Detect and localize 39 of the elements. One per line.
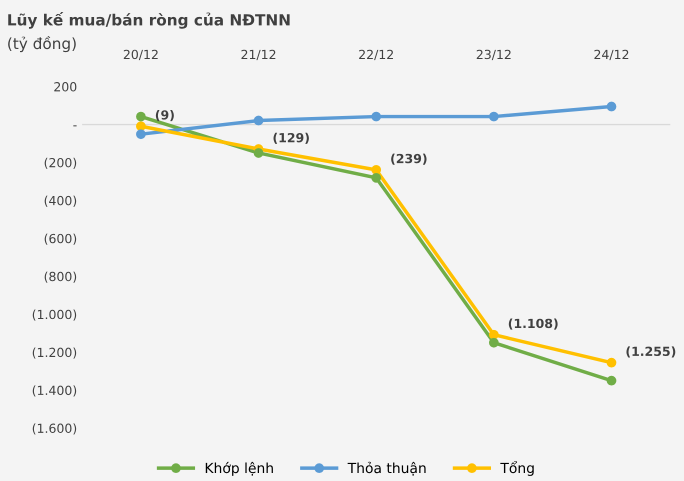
point [254,116,264,126]
point [136,121,146,132]
legend-label: Tổng [500,461,534,476]
y-tick-label: - [73,125,77,126]
chart-title: Lũy kế mua/bán ròng của NĐTNN [8,12,290,29]
point [371,172,382,183]
data-label: (1.108) [508,318,558,330]
y-tick-label: (1.400) [32,385,76,397]
y-tick-label: (1.600) [32,423,76,434]
x-tick-label: 24/12 [594,50,628,60]
point [488,112,499,122]
x-tick-label: 20/12 [124,50,158,60]
y-tick-label: 200 [54,82,76,92]
legend-label: Thỏa thuận [348,462,426,476]
y-tick-label: (800) [44,272,76,283]
point [371,165,382,175]
data-label: (129) [274,132,309,144]
point [606,358,616,368]
point [488,338,499,348]
y-tick-label: (400) [44,196,76,207]
point [254,148,264,158]
y-tick-label: (1.200) [32,347,76,359]
data-label: (239) [391,154,427,165]
y-tick-label: (600) [44,234,76,245]
legend-label: Khớp lệnh [206,462,273,476]
data-label: (1.255) [626,346,676,358]
data-label: (9) [156,110,174,122]
point [606,102,616,112]
chart-subtitle: (tỷ đồng) [8,36,76,52]
x-tick-label: 23/12 [476,50,511,60]
point [488,330,499,340]
y-tick-label: (200) [44,158,76,169]
point [606,376,616,386]
point [371,112,382,122]
x-tick-label: 22/12 [359,50,393,60]
y-tick-label: (1.000) [32,310,76,321]
point [136,129,146,140]
point [136,112,146,122]
x-tick-label: 21/12 [241,50,276,60]
